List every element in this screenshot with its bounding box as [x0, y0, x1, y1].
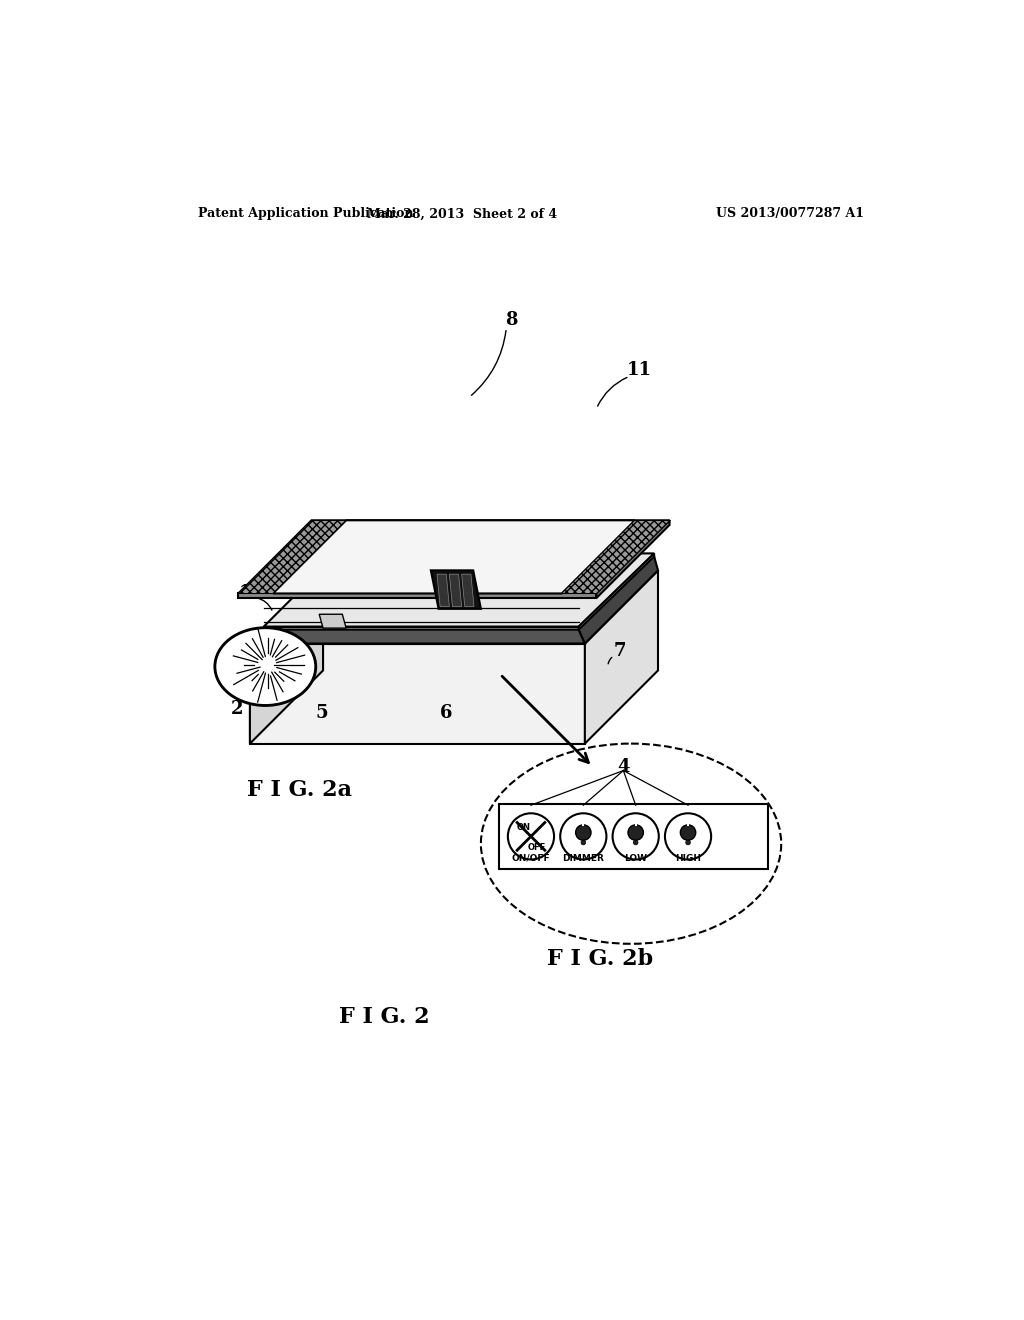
Polygon shape — [437, 574, 450, 607]
Polygon shape — [462, 574, 474, 607]
Text: F I G. 2: F I G. 2 — [339, 1006, 430, 1028]
Polygon shape — [579, 557, 658, 644]
Polygon shape — [579, 553, 654, 644]
Polygon shape — [264, 553, 654, 627]
Text: 1: 1 — [239, 585, 251, 602]
Text: 3: 3 — [355, 574, 368, 593]
Polygon shape — [250, 644, 585, 743]
Polygon shape — [264, 627, 579, 644]
Text: 5: 5 — [315, 704, 328, 722]
Circle shape — [634, 841, 638, 845]
Polygon shape — [239, 594, 596, 598]
Polygon shape — [250, 570, 658, 644]
Circle shape — [628, 825, 643, 841]
Polygon shape — [273, 520, 635, 594]
Text: OFF: OFF — [528, 842, 546, 851]
Circle shape — [665, 813, 711, 859]
Polygon shape — [596, 520, 670, 598]
Text: HIGH: HIGH — [675, 854, 701, 863]
Polygon shape — [450, 574, 462, 607]
Polygon shape — [319, 614, 346, 628]
Text: F I G. 2a: F I G. 2a — [248, 779, 352, 801]
Polygon shape — [250, 630, 585, 644]
Text: 4: 4 — [432, 543, 444, 560]
Ellipse shape — [215, 628, 315, 705]
Text: ON/OFF: ON/OFF — [512, 854, 550, 863]
Text: Mar. 28, 2013  Sheet 2 of 4: Mar. 28, 2013 Sheet 2 of 4 — [367, 207, 557, 220]
Text: 2: 2 — [230, 700, 243, 718]
Circle shape — [560, 813, 606, 859]
Bar — [499, 804, 768, 869]
Circle shape — [575, 825, 591, 841]
Text: 4: 4 — [617, 758, 630, 776]
Text: 7: 7 — [613, 643, 626, 660]
Text: ON: ON — [516, 822, 530, 832]
Text: 11: 11 — [627, 362, 651, 379]
Polygon shape — [562, 520, 670, 594]
Text: US 2013/0077287 A1: US 2013/0077287 A1 — [716, 207, 864, 220]
Text: 8: 8 — [506, 312, 518, 329]
Text: F I G. 2b: F I G. 2b — [547, 948, 653, 970]
Polygon shape — [239, 520, 670, 594]
Text: DIMMER: DIMMER — [562, 854, 604, 863]
Polygon shape — [431, 570, 481, 609]
Text: Patent Application Publication: Patent Application Publication — [199, 207, 414, 220]
Polygon shape — [585, 570, 658, 743]
Circle shape — [680, 825, 695, 841]
Polygon shape — [250, 570, 323, 743]
Circle shape — [581, 841, 586, 845]
Circle shape — [508, 813, 554, 859]
Circle shape — [686, 841, 690, 845]
Circle shape — [612, 813, 658, 859]
Polygon shape — [239, 520, 346, 594]
Text: 6: 6 — [440, 704, 453, 722]
Text: LOW: LOW — [625, 854, 647, 863]
